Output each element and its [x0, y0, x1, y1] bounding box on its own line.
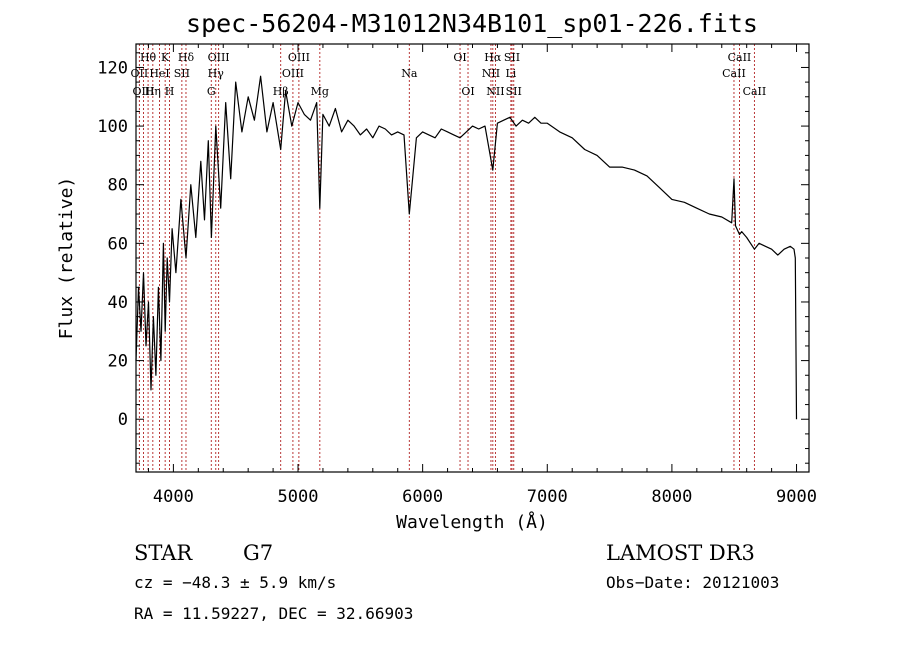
- redshift-velocity: cz = −48.3 ± 5.9 km/s: [134, 573, 336, 592]
- line-label-19: Hα: [484, 51, 502, 64]
- x-axis: 4000 5000 6000 7000 8000 9000: [147, 44, 817, 507]
- y-tick-label-0: 0: [118, 410, 128, 430]
- line-label-17: OI: [453, 51, 466, 64]
- line-label-18: OI: [461, 85, 474, 98]
- object-class: STAR: [134, 541, 193, 565]
- line-label-22: SII: [504, 51, 520, 64]
- line-label-27: CaII: [743, 85, 767, 98]
- observation-date: Obs−Date: 20121003: [606, 573, 779, 592]
- x-tick-label-5: 9000: [776, 487, 817, 507]
- survey-name: LAMOST DR3: [606, 541, 755, 565]
- y-tick-label-3: 60: [108, 234, 128, 254]
- line-label-5: K: [161, 51, 170, 64]
- sky-coordinates: RA = 11.59227, DEC = 32.66903: [134, 604, 413, 623]
- line-label-4: Hη: [145, 85, 161, 98]
- line-label-8: Hδ: [178, 51, 195, 64]
- line-label-0: Hθ: [140, 51, 157, 64]
- line-label-25: CaII: [728, 51, 752, 64]
- y-tick-label-6: 120: [97, 58, 128, 78]
- line-label-14: OIII: [288, 51, 310, 64]
- y-tick-label-2: 40: [108, 293, 128, 313]
- y-tick-label-1: 20: [108, 352, 128, 372]
- line-label-20: NII: [482, 67, 500, 80]
- line-label-10: Hγ: [208, 67, 225, 80]
- line-label-16: Na: [401, 67, 418, 80]
- line-label-15: Mg: [311, 85, 329, 98]
- y-axis-label: Flux (relative): [56, 177, 77, 340]
- x-axis-label: Wavelength (Å): [396, 511, 548, 533]
- x-tick-label-0: 4000: [153, 487, 194, 507]
- line-label-24: SII: [506, 85, 522, 98]
- line-label-6: H: [165, 85, 175, 98]
- object-subclass: G7: [243, 541, 273, 565]
- line-label-2: OIII: [132, 85, 154, 98]
- line-label-26: CaII: [722, 67, 746, 80]
- x-tick-label-1: 5000: [278, 487, 319, 507]
- flux-series-line: [135, 75, 798, 420]
- x-tick-label-4: 8000: [651, 487, 692, 507]
- y-tick-label-5: 100: [97, 117, 128, 137]
- plot-frame: [135, 43, 810, 473]
- line-label-1: OII: [131, 67, 149, 80]
- line-label-11: G: [207, 85, 216, 98]
- x-tick-label-2: 6000: [402, 487, 443, 507]
- chart-title: spec-56204-M31012N34B101_sp01-226.fits: [186, 9, 758, 38]
- spectral-line-markers: [138, 44, 755, 472]
- x-tick-label-3: 7000: [527, 487, 568, 507]
- line-label-7: SII: [174, 67, 190, 80]
- y-axis: 0 20 40 60 80 100 120: [97, 52, 809, 464]
- line-label-23: Li: [505, 67, 516, 80]
- y-tick-label-4: 80: [108, 176, 128, 196]
- line-label-21: NII: [486, 85, 504, 98]
- line-label-9: OIII: [208, 51, 230, 64]
- line-label-3: HeI: [149, 67, 169, 80]
- line-label-13: OIII: [282, 67, 304, 80]
